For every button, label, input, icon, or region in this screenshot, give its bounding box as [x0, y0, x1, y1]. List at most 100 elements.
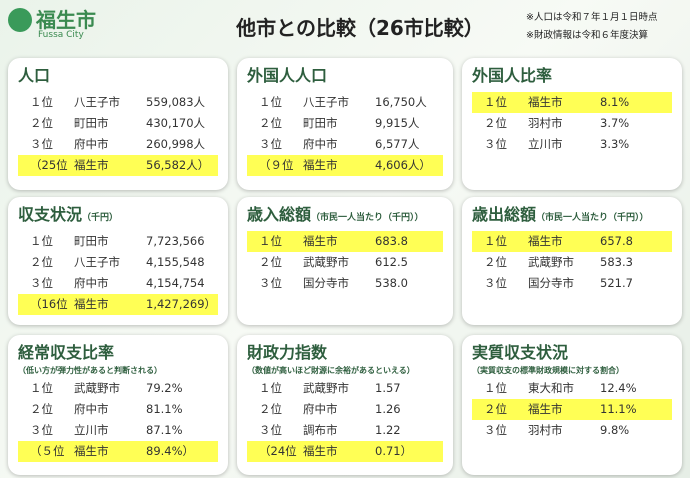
- value: 0.71）: [375, 444, 413, 458]
- value: 1.57: [375, 381, 401, 395]
- city: 東大和市: [528, 381, 574, 395]
- city: 府中市: [74, 402, 109, 416]
- value: 9,915人: [375, 116, 420, 130]
- table-row: ２位 町田市 9,915人: [247, 113, 443, 134]
- table-row: ３位 府中市 4,154,754: [18, 273, 218, 294]
- table-row: ３位 立川市 3.3%: [472, 134, 672, 155]
- value: 430,170人: [146, 116, 206, 130]
- value: 89.4%）: [146, 444, 195, 458]
- table-row: ２位 町田市 430,170人: [18, 113, 218, 134]
- panel-title-text: 歳入総額: [247, 205, 312, 224]
- city: 国分寺市: [303, 276, 349, 290]
- value: 9.8%: [600, 423, 630, 437]
- city: 府中市: [303, 137, 338, 151]
- city: 八王子市: [74, 95, 120, 109]
- value: 7,723,566: [146, 234, 205, 248]
- panel-title: 歳出総額（市民一人当たり（千円））: [472, 203, 672, 227]
- note: ※人口は令和７年１月１日時点: [526, 12, 658, 23]
- table-row: ３位 府中市 6,577人: [247, 134, 443, 155]
- value: 6,577人: [375, 137, 420, 151]
- rank: １位: [30, 234, 53, 248]
- city: 福生市: [528, 95, 563, 109]
- table-row: ３位 羽村市 9.8%: [472, 420, 672, 441]
- panel-title-text: 歳出総額: [472, 205, 537, 224]
- panel-title: 外国人比率: [472, 64, 672, 88]
- logo: 福生市: [36, 8, 96, 32]
- value: 4,154,754: [146, 276, 205, 290]
- value: 8.1%: [600, 95, 630, 109]
- city: 福生市: [528, 234, 563, 248]
- panel: 収支状況（千円） １位 町田市 7,723,566 ２位 八王子市 4,155,548 ３位 府…: [8, 197, 228, 325]
- panel: 外国人比率 １位 福生市 8.1% ２位 羽村市 3.7% ３位 立川市 3.3%: [462, 58, 682, 190]
- logo-icon: [8, 8, 32, 32]
- value: 521.7: [600, 276, 633, 290]
- city: 立川市: [74, 423, 109, 437]
- table-row: ３位 国分寺市 521.7: [472, 273, 672, 294]
- panel: 実質収支状況 （実質収支の標準財政規模に対する割合） １位 東大和市 12.4% ２位 福生…: [462, 335, 682, 475]
- rank: １位: [484, 95, 507, 109]
- rank: ３位: [484, 276, 507, 290]
- value: 1,427,269）: [146, 297, 217, 311]
- rank: ３位: [484, 423, 507, 437]
- panel: 経常収支比率 （低い方が弾力性があると判断される） １位 武蔵野市 79.2% ２位 府中市…: [8, 335, 228, 475]
- value: 1.22: [375, 423, 401, 437]
- city: 福生市: [303, 234, 338, 248]
- rank: ２位: [484, 255, 507, 269]
- rank: １位: [30, 381, 53, 395]
- city: 八王子市: [303, 95, 349, 109]
- panel-subtitle: （市民一人当たり（千円））: [536, 213, 649, 223]
- panel: 歳入総額（市民一人当たり（千円）） １位 福生市 683.8 ２位 武蔵野市 612.5 ３位…: [237, 197, 453, 325]
- value: 12.4%: [600, 381, 637, 395]
- panel-subtitle: （千円）: [82, 213, 119, 223]
- city: 福生市: [303, 158, 338, 172]
- rank: １位: [484, 381, 507, 395]
- logo-sub: Fussa City: [38, 30, 84, 40]
- value: 538.0: [375, 276, 408, 290]
- value: 81.1%: [146, 402, 183, 416]
- table-row: （９位 福生市 4,606人）: [247, 155, 443, 176]
- city: 福生市: [74, 444, 109, 458]
- panel-title: 人口: [18, 64, 218, 88]
- table-row: ３位 国分寺市 538.0: [247, 273, 443, 294]
- value: 3.3%: [600, 137, 630, 151]
- table-row: （24位 福生市 0.71）: [247, 441, 443, 462]
- rank: ２位: [259, 116, 282, 130]
- table-row: （25位 福生市 56,582人）: [18, 155, 218, 176]
- value: 11.1%: [600, 402, 637, 416]
- panel-title: 収支状況（千円）: [18, 203, 218, 227]
- panel-title-text: 経常収支比率: [18, 343, 115, 362]
- city: 調布市: [303, 423, 338, 437]
- title: 他市との比較（26市比較）: [236, 16, 484, 40]
- table-row: ２位 羽村市 3.7%: [472, 113, 672, 134]
- panel-title-text: 外国人人口: [247, 66, 328, 85]
- value: 87.1%: [146, 423, 183, 437]
- panel: 財政力指数 （数値が高いほど財源に余裕があるといえる） １位 武蔵野市 1.57 ２位 府中…: [237, 335, 453, 475]
- city: 府中市: [303, 402, 338, 416]
- table-row: ２位 武蔵野市 583.3: [472, 252, 672, 273]
- panel: 人口 １位 八王子市 559,083人 ２位 町田市 430,170人 ３位 府中市 260,99…: [8, 58, 228, 190]
- rank: １位: [259, 95, 282, 109]
- rank: １位: [259, 381, 282, 395]
- rank: ２位: [30, 402, 53, 416]
- table-row: １位 福生市 657.8: [472, 231, 672, 252]
- value: 583.3: [600, 255, 633, 269]
- city: 八王子市: [74, 255, 120, 269]
- city: 武蔵野市: [303, 255, 349, 269]
- city: 武蔵野市: [74, 381, 120, 395]
- value: 612.5: [375, 255, 408, 269]
- panel-title: 歳入総額（市民一人当たり（千円））: [247, 203, 443, 227]
- rank: ２位: [30, 255, 53, 269]
- value: 1.26: [375, 402, 401, 416]
- panel-subtitle: （数値が高いほど財源に余裕があるといえる）: [247, 366, 415, 375]
- rank: １位: [484, 234, 507, 248]
- value: 4,155,548: [146, 255, 205, 269]
- rank: ２位: [30, 116, 53, 130]
- rank: ３位: [30, 423, 53, 437]
- panel-title: 経常収支比率: [18, 341, 218, 365]
- panel: 外国人人口 １位 八王子市 16,750人 ２位 町田市 9,915人 ３位 府中市 6,577人…: [237, 58, 453, 190]
- city: 府中市: [74, 276, 109, 290]
- city: 立川市: [528, 137, 563, 151]
- panel-title-text: 人口: [18, 66, 51, 85]
- note: ※財政情報は令和６年度決算: [526, 30, 648, 41]
